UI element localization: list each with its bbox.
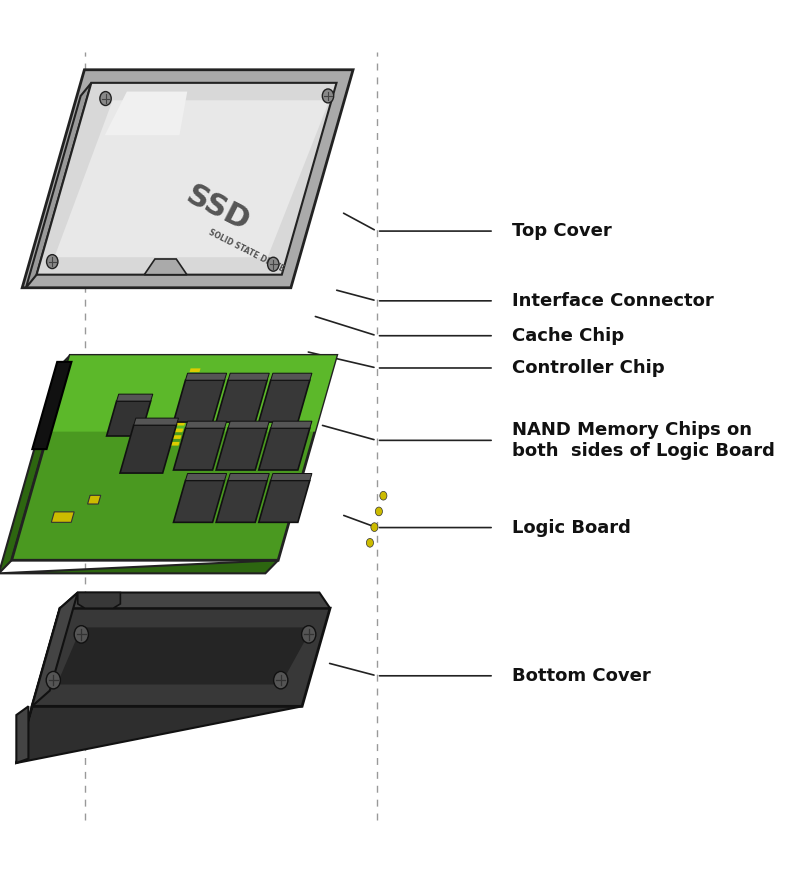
Circle shape (46, 255, 58, 269)
Polygon shape (174, 428, 225, 470)
Polygon shape (188, 375, 198, 378)
Polygon shape (228, 473, 270, 480)
Polygon shape (228, 373, 270, 380)
Text: SSD: SSD (181, 181, 254, 237)
Polygon shape (169, 442, 179, 446)
Text: SOLID STATE DRIVE: SOLID STATE DRIVE (207, 228, 286, 274)
Polygon shape (182, 395, 193, 399)
Polygon shape (174, 422, 186, 426)
Polygon shape (186, 421, 226, 428)
Polygon shape (190, 368, 201, 372)
Polygon shape (87, 495, 101, 504)
Polygon shape (180, 402, 191, 405)
Text: Top Cover: Top Cover (512, 222, 611, 240)
Polygon shape (134, 419, 178, 426)
Polygon shape (51, 512, 74, 522)
Polygon shape (22, 70, 353, 288)
Polygon shape (170, 435, 182, 439)
Circle shape (371, 522, 378, 532)
Circle shape (375, 508, 382, 516)
Circle shape (366, 538, 374, 548)
Polygon shape (32, 593, 78, 706)
Polygon shape (176, 415, 187, 419)
Text: Interface Connector: Interface Connector (512, 292, 714, 310)
Polygon shape (184, 388, 195, 392)
Circle shape (322, 89, 334, 103)
Polygon shape (258, 380, 310, 422)
Circle shape (302, 626, 316, 644)
Polygon shape (186, 473, 226, 480)
Polygon shape (172, 428, 183, 433)
Polygon shape (270, 373, 312, 380)
Circle shape (274, 671, 288, 689)
Polygon shape (16, 706, 302, 763)
Text: Bottom Cover: Bottom Cover (512, 667, 650, 685)
Polygon shape (258, 428, 310, 470)
Text: Cache Chip: Cache Chip (512, 327, 624, 344)
Polygon shape (48, 356, 337, 432)
Polygon shape (37, 83, 337, 275)
Polygon shape (16, 609, 60, 763)
Polygon shape (270, 421, 312, 428)
Polygon shape (216, 380, 267, 422)
Polygon shape (120, 426, 176, 473)
Circle shape (267, 257, 279, 271)
Polygon shape (186, 382, 197, 385)
Polygon shape (16, 706, 29, 763)
Circle shape (100, 92, 111, 106)
Polygon shape (117, 394, 153, 401)
Circle shape (74, 626, 88, 644)
Circle shape (380, 492, 387, 501)
Polygon shape (57, 628, 312, 685)
Polygon shape (174, 480, 225, 522)
Polygon shape (178, 408, 189, 412)
Polygon shape (32, 362, 71, 449)
Polygon shape (54, 100, 330, 257)
Text: Logic Board: Logic Board (512, 519, 630, 536)
Text: Controller Chip: Controller Chip (512, 359, 664, 377)
Text: NAND Memory Chips on
both  sides of Logic Board: NAND Memory Chips on both sides of Logic… (512, 421, 774, 460)
Polygon shape (106, 401, 150, 436)
Polygon shape (216, 480, 267, 522)
Polygon shape (32, 609, 330, 706)
Polygon shape (0, 561, 278, 574)
Polygon shape (26, 83, 91, 288)
Polygon shape (174, 380, 225, 422)
Polygon shape (216, 428, 267, 470)
Polygon shape (228, 421, 270, 428)
Polygon shape (186, 373, 226, 380)
Polygon shape (270, 473, 312, 480)
Polygon shape (60, 593, 330, 609)
Polygon shape (78, 593, 120, 609)
Polygon shape (105, 92, 187, 135)
Polygon shape (12, 356, 337, 561)
Polygon shape (144, 259, 187, 275)
Circle shape (46, 671, 61, 689)
Polygon shape (0, 356, 70, 574)
Polygon shape (258, 480, 310, 522)
